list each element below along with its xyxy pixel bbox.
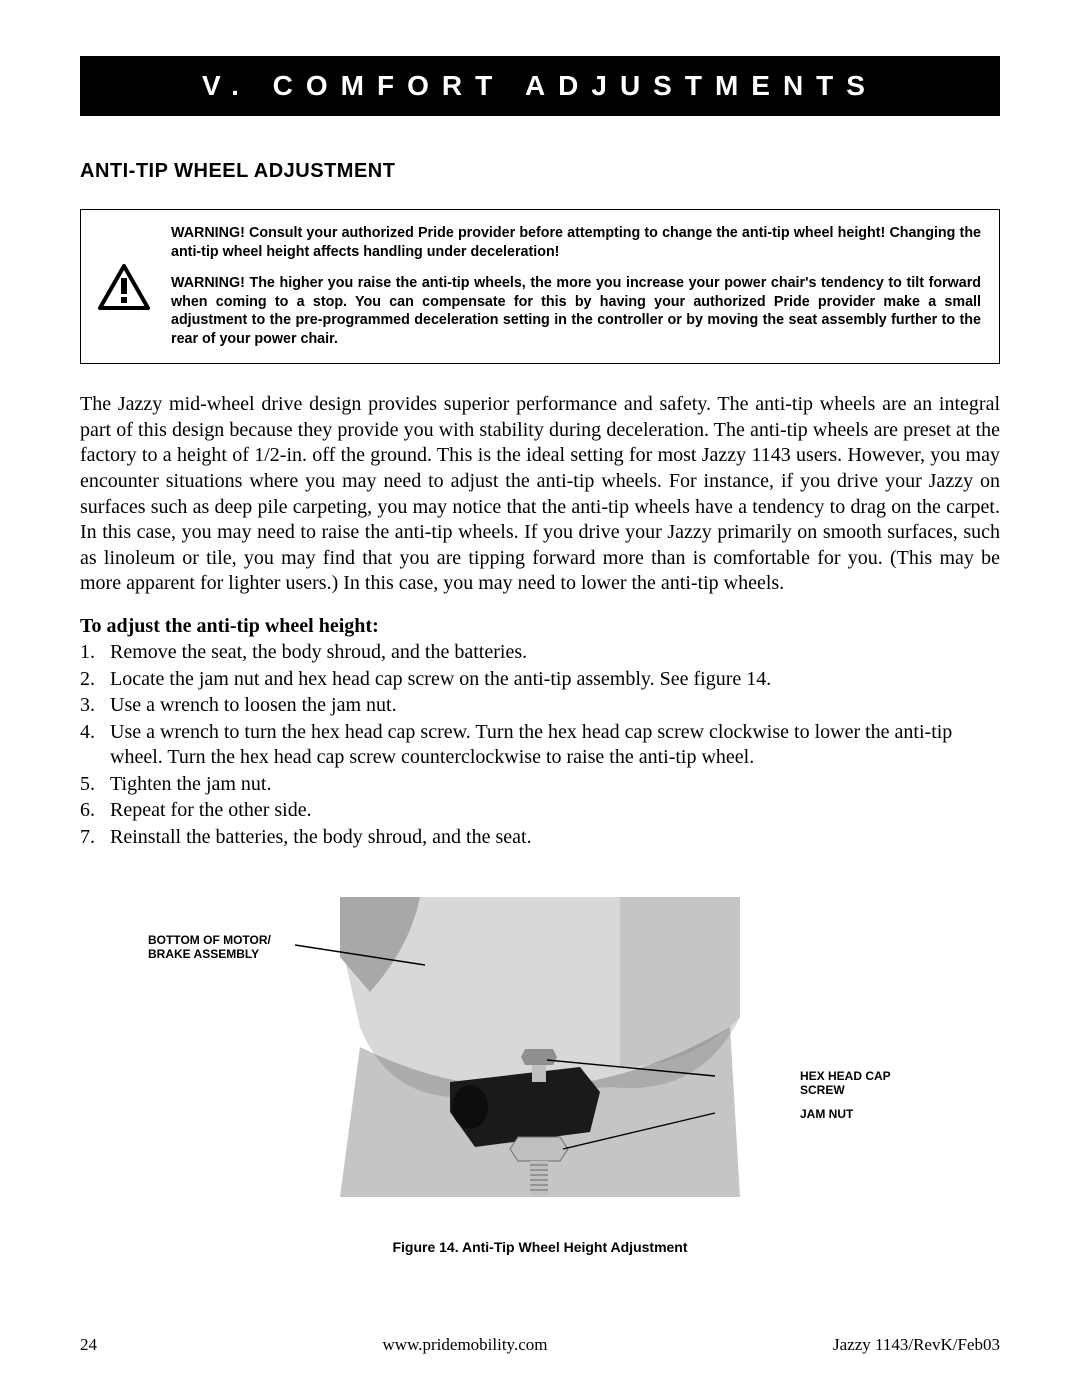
warning-icon [95, 264, 153, 310]
callout-jam-nut: JAM NUT [800, 1107, 930, 1121]
figure: BOTTOM OF MOTOR/ BRAKE ASSEMBLY HEX HEAD… [80, 897, 1000, 1255]
warning-box: WARNING! Consult your authorized Pride p… [80, 209, 1000, 364]
callout-hex-screw: HEX HEAD CAP SCREW [800, 1069, 930, 1098]
page-footer: 24 www.pridemobility.com Jazzy 1143/RevK… [80, 1335, 1000, 1355]
footer-doc-id: Jazzy 1143/RevK/Feb03 [833, 1335, 1000, 1355]
callout-motor: BOTTOM OF MOTOR/ BRAKE ASSEMBLY [148, 933, 298, 962]
steps-list: Remove the seat, the body shroud, and th… [80, 640, 1000, 851]
figure-illustration: BOTTOM OF MOTOR/ BRAKE ASSEMBLY HEX HEAD… [260, 897, 820, 1227]
list-item: Tighten the jam nut. [80, 772, 1000, 798]
list-item: Locate the jam nut and hex head cap scre… [80, 667, 1000, 693]
warning-p1: WARNING! Consult your authorized Pride p… [171, 224, 981, 262]
warning-p2: WARNING! The higher you raise the anti-t… [171, 274, 981, 349]
chapter-title: V. COMFORT ADJUSTMENTS [80, 56, 1000, 116]
body-paragraph: The Jazzy mid-wheel drive design provide… [80, 392, 1000, 597]
list-item: Use a wrench to loosen the jam nut. [80, 693, 1000, 719]
footer-url: www.pridemobility.com [383, 1335, 548, 1355]
list-item: Repeat for the other side. [80, 798, 1000, 824]
warning-text: WARNING! Consult your authorized Pride p… [171, 224, 981, 349]
page-number: 24 [80, 1335, 97, 1355]
figure-caption: Figure 14. Anti-Tip Wheel Height Adjustm… [80, 1239, 1000, 1255]
list-item: Reinstall the batteries, the body shroud… [80, 825, 1000, 851]
list-item: Remove the seat, the body shroud, and th… [80, 640, 1000, 666]
section-heading: ANTI-TIP WHEEL ADJUSTMENT [80, 160, 1000, 183]
list-item: Use a wrench to turn the hex head cap sc… [80, 720, 1000, 771]
steps-heading: To adjust the anti-tip wheel height: [80, 615, 1000, 638]
